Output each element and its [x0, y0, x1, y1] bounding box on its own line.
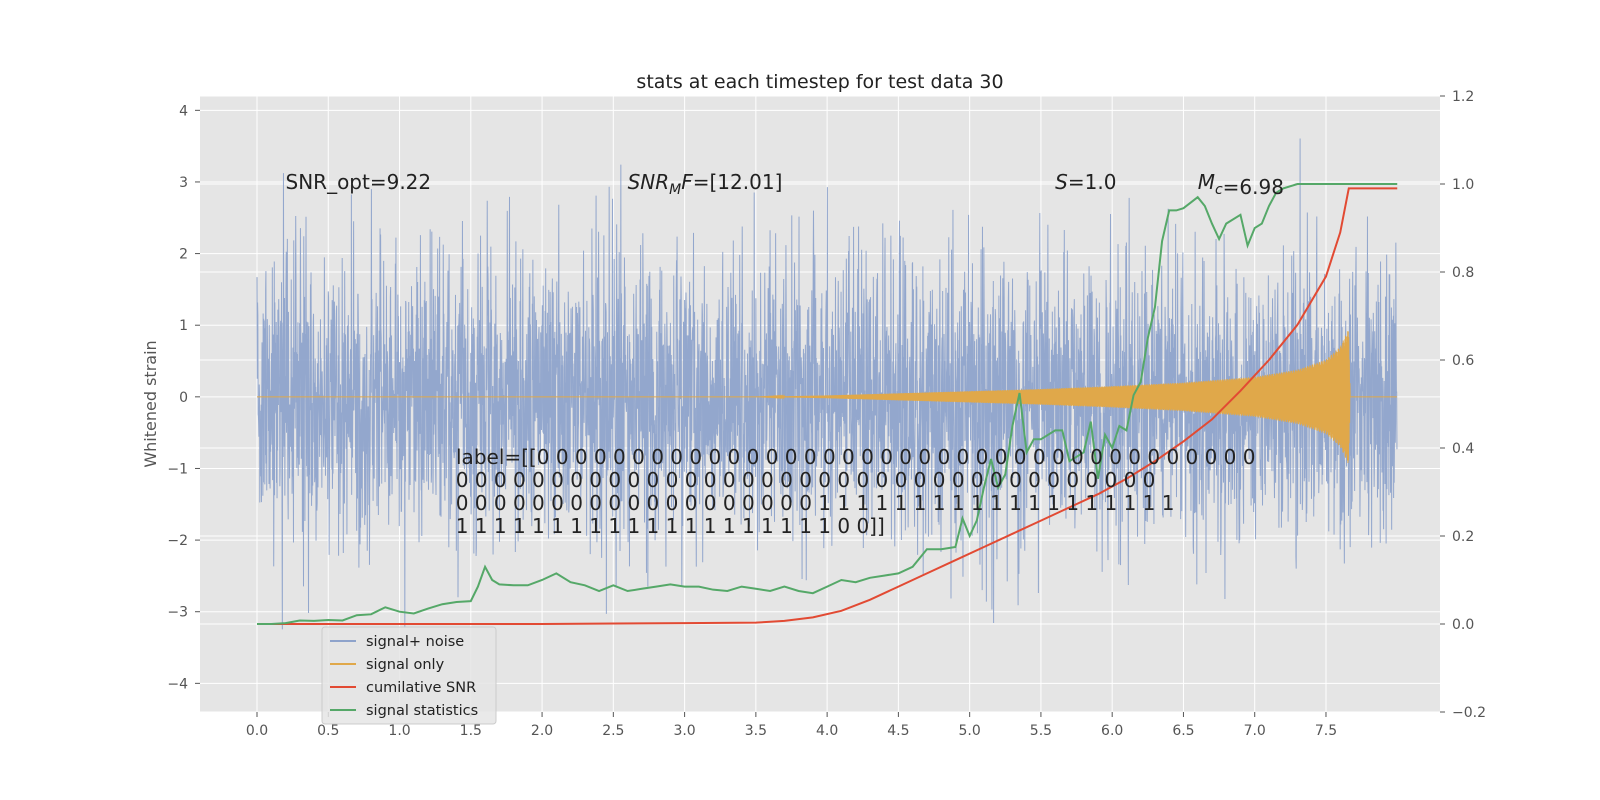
y-tick-label: 3 [179, 175, 188, 191]
y2-tick-label: 1.2 [1452, 89, 1474, 105]
y-tick-label: −4 [167, 676, 188, 692]
y-axis-label: Whitened strain [141, 340, 160, 467]
y2-tick-label: 1.0 [1452, 177, 1474, 193]
series-layer [256, 138, 1398, 630]
annotation-base: S [1055, 170, 1068, 194]
x-tick-label: 4.0 [816, 723, 838, 739]
stat-annotation: S=1.0 [1055, 170, 1116, 194]
x-tick-label: 7.0 [1244, 723, 1266, 739]
label-array-line: 0 0 0 0 0 0 0 0 0 0 0 0 0 0 0 0 0 0 0 0 … [443, 468, 1155, 492]
legend-label: cumilative SNR [366, 680, 476, 696]
legend: signal+ noise signal only cumilative SNR si… [321, 626, 497, 725]
x-tick-label: 3.5 [745, 723, 767, 739]
x-axis: 0.0 0.5 1.0 1.5 2.0 2.5 3.0 3.5 4.0 4.5 5.0 5.5 6.0 6… [246, 712, 1337, 739]
annotation-base: SNR [628, 170, 670, 194]
x-tick-label: 0.5 [317, 723, 339, 739]
y-tick-label: −1 [167, 461, 188, 477]
annotations: SNR_opt=9.22 SNRMF=[12.01] S=1.0 Mc=6.98lab… [286, 170, 1284, 538]
x-tick-label: 3.0 [673, 723, 695, 739]
y-tick-label: −3 [167, 605, 188, 621]
y-axis-right: 1.2 1.0 0.8 0.6 0.4 0.2 0.0 −0.2 [1440, 89, 1486, 721]
y2-tick-label: 0.2 [1452, 529, 1474, 545]
y-tick-label: −2 [167, 533, 188, 549]
legend-label: signal+ noise [366, 634, 464, 650]
annotation-base: F [681, 170, 693, 194]
x-tick-label: 2.5 [602, 723, 624, 739]
label-array-line: 1 1 1 1 1 1 1 1 1 1 1 1 1 1 1 1 1 1 1 1 … [443, 514, 885, 538]
y-axis-left: 4 3 2 1 0 −1 −2 −3 −4 [167, 103, 200, 692]
label-array-line: 0 0 0 0 0 0 0 0 0 0 0 0 0 0 0 0 0 0 0 1 … [443, 491, 1174, 515]
series-signal-statistics [257, 183, 1398, 625]
legend-box [321, 626, 497, 725]
x-tick-label: 5.0 [959, 723, 981, 739]
x-tick-label: 4.5 [887, 723, 909, 739]
x-tick-label: 1.0 [388, 723, 410, 739]
series-signal-noise [256, 138, 1398, 630]
x-tick-label: 2.0 [531, 723, 553, 739]
annotation-value: =[12.01] [693, 170, 783, 194]
stat-annotation: Mc=6.98 [1198, 170, 1284, 199]
annotation-base: M [1198, 170, 1215, 194]
x-tick-label: 6.0 [1101, 723, 1123, 739]
annotation-subscript: c [1215, 182, 1223, 198]
stat-annotation: SNRMF=[12.01] [628, 170, 783, 198]
y2-tick-label: 0.6 [1452, 353, 1474, 369]
y2-tick-label: 0.0 [1452, 617, 1474, 633]
annotation-value: =1.0 [1068, 170, 1117, 194]
series-signal-only [257, 331, 1397, 464]
annotation-subscript: M [669, 182, 681, 198]
y2-tick-label: −0.2 [1452, 705, 1486, 721]
y-tick-label: 4 [179, 103, 188, 119]
annotation-value: =6.98 [1223, 175, 1284, 199]
chart-title: stats at each timestep for test data 30 [636, 71, 1003, 93]
y2-tick-label: 0.8 [1452, 265, 1474, 281]
x-tick-label: 6.5 [1172, 723, 1194, 739]
y2-tick-label: 0.4 [1452, 441, 1474, 457]
label-array-line: label=[[0 0 0 0 0 0 0 0 0 0 0 0 0 0 0 0 … [456, 445, 1256, 469]
stat-annotation: SNR_opt=9.22 [286, 170, 432, 194]
x-tick-label: 0.0 [246, 723, 268, 739]
y-tick-label: 1 [179, 318, 188, 334]
y-tick-label: 0 [179, 390, 188, 406]
legend-label: signal statistics [366, 703, 478, 719]
x-tick-label: 1.5 [460, 723, 482, 739]
x-tick-label: 7.5 [1315, 723, 1337, 739]
legend-label: signal only [366, 657, 445, 673]
x-tick-label: 5.5 [1030, 723, 1052, 739]
series-cumulative-snr [257, 187, 1398, 625]
y-tick-label: 2 [179, 247, 188, 263]
